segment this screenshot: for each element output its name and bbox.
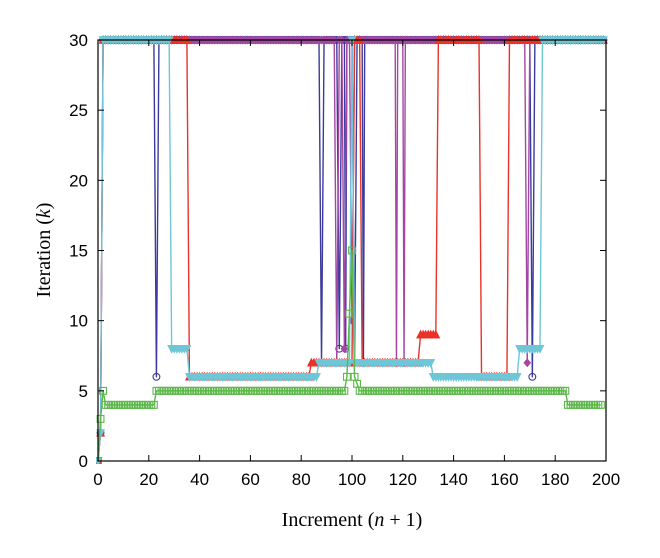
series-4-point <box>426 359 436 368</box>
x-tick-label: 80 <box>292 470 311 489</box>
series-2-point <box>340 344 349 354</box>
y-tick-label: 10 <box>69 312 88 331</box>
series-1-point <box>528 372 537 381</box>
x-tick-label: 200 <box>592 470 620 489</box>
y-tick-label: 0 <box>79 452 88 471</box>
y-tick-label: 30 <box>69 31 88 50</box>
y-tick-label: 20 <box>69 171 88 190</box>
series-4-point <box>512 373 522 382</box>
series-5-point <box>345 309 354 318</box>
series-4 <box>96 36 608 464</box>
x-tick-label: 20 <box>139 470 158 489</box>
series-5-point <box>561 386 570 395</box>
series-3-point <box>431 329 441 339</box>
y-tick-label: 5 <box>79 382 88 401</box>
series-5-point <box>149 400 158 409</box>
x-tick-label: 160 <box>490 470 518 489</box>
x-tick-label: 100 <box>338 470 366 489</box>
x-tick-label: 0 <box>93 470 102 489</box>
y-axis-title-var: k <box>33 208 55 218</box>
ticks-layer: 0 20 40 60 80 100 120 140 160 180 200 0 5 10 15 20 25 30 <box>69 31 620 489</box>
x-tick-label: 140 <box>439 470 467 489</box>
series-layer <box>96 34 608 464</box>
series-4-point <box>535 345 545 354</box>
series-5 <box>96 246 605 464</box>
x-tick-label: 60 <box>241 470 260 489</box>
x-tick-label: 120 <box>389 470 417 489</box>
series-4-point <box>311 373 321 382</box>
x-axis-title-part-2: + 1) <box>384 509 422 531</box>
y-tick-label: 25 <box>69 101 88 120</box>
series-5-point <box>596 400 605 409</box>
series-2-point <box>523 358 532 368</box>
x-axis-title-part-1: Increment ( <box>282 509 375 531</box>
series-1-point <box>152 372 161 381</box>
series-5-point <box>96 414 105 423</box>
x-tick-label: 180 <box>541 470 569 489</box>
series-5-point <box>342 372 351 381</box>
y-axis-title-part-2: ) <box>33 203 55 210</box>
series-4-point <box>182 345 192 354</box>
y-axis-title-part-1: Iteration ( <box>33 218 55 298</box>
x-axis-title: Increment (n + 1) <box>282 509 423 531</box>
x-axis-title-var: n <box>374 509 384 531</box>
series-5-point <box>348 246 356 255</box>
y-axis-title: Iteration (k) <box>33 203 55 298</box>
x-tick-label: 40 <box>190 470 209 489</box>
y-tick-label: 15 <box>69 242 88 261</box>
series-5-point <box>340 386 349 395</box>
